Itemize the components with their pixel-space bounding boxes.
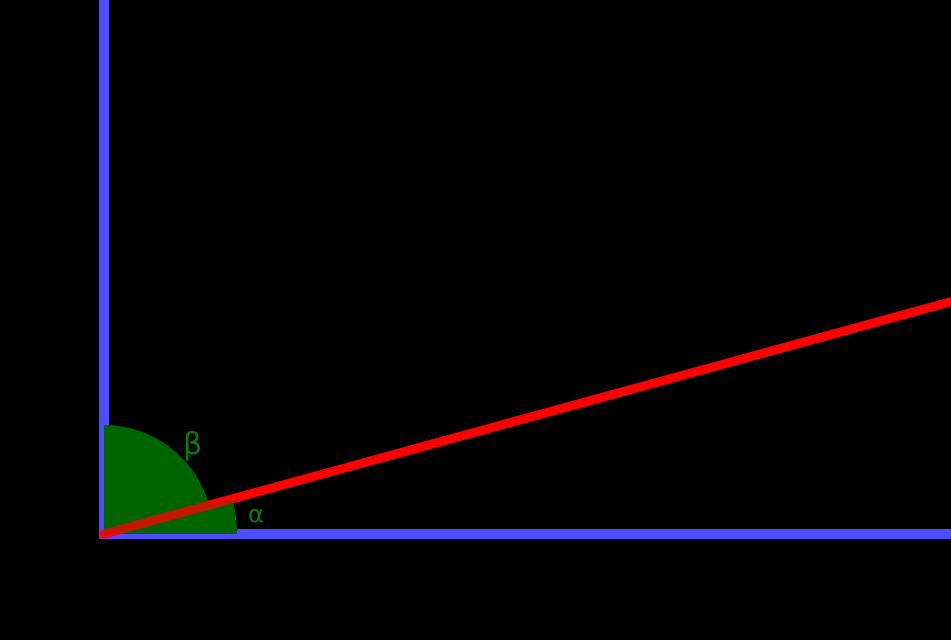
- beta-angle-sector: [104, 425, 210, 534]
- oblique-red-ray: [99, 297, 951, 539]
- alpha-angle-sector-overlay: [104, 498, 237, 534]
- alpha-angle-label: α: [248, 500, 264, 528]
- beta-angle-label: β: [183, 427, 202, 462]
- beta-angle-sector-overlay: [104, 425, 210, 534]
